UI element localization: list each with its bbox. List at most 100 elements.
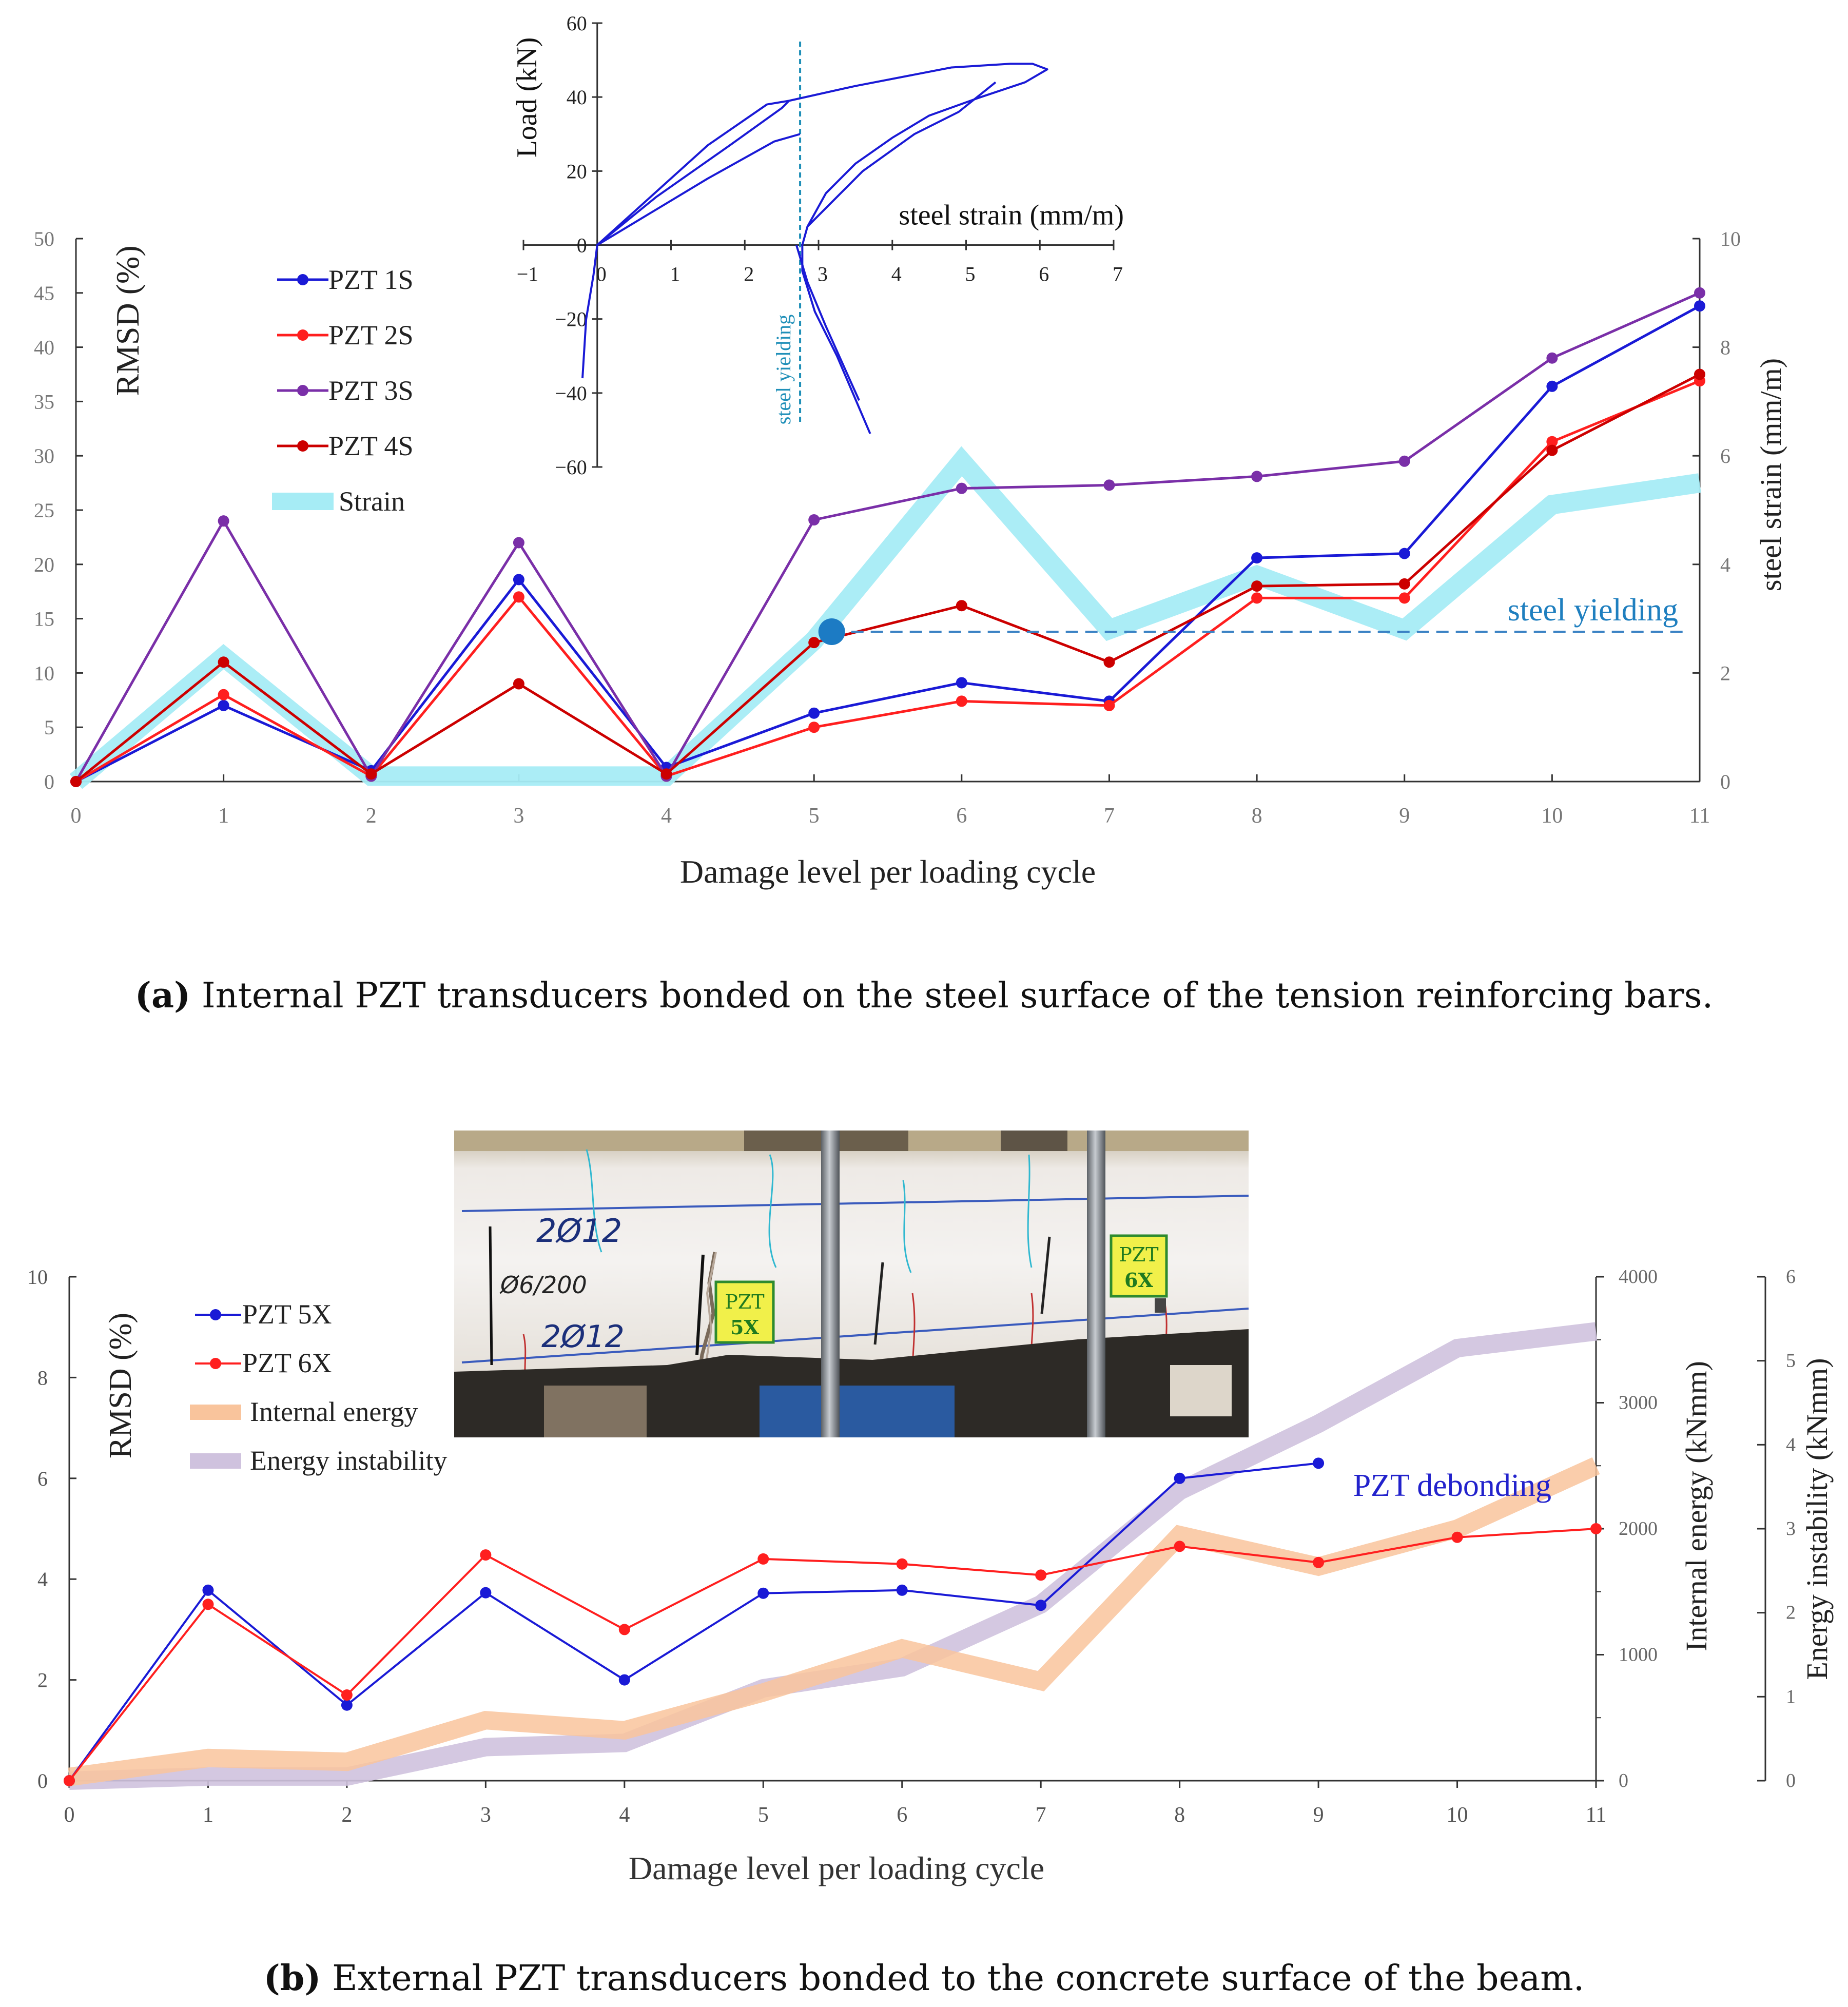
a-legend-marker-1 — [297, 329, 308, 341]
a-x-tick-label: 5 — [809, 804, 820, 828]
a-legend-label-3: PZT 4S — [328, 431, 414, 461]
a-series-point-2 — [956, 482, 967, 494]
inset-curve-3 — [795, 244, 860, 401]
inset-x-tick-label: 0 — [596, 263, 607, 286]
a-series-point-2 — [1546, 352, 1558, 364]
inset-y-tick-label: 20 — [567, 160, 587, 183]
b-legend-label-3: Energy instability — [250, 1445, 447, 1476]
a-y-tick-label: 10 — [34, 661, 54, 685]
a-y2-tick-label: 6 — [1720, 444, 1730, 467]
chart-b-axes: 0 2 4 6 8 10 0 1000 2000 3000 4000 0 1 2 3 4 5 6 0 1 2 3 4 5 6 7 8… — [27, 1265, 1834, 1886]
a-series-point-2 — [218, 515, 229, 527]
inset-yield-label: steel yielding — [772, 315, 795, 424]
a-series-point-3 — [1546, 444, 1558, 456]
b-y3-tick-label: 0 — [1786, 1770, 1796, 1791]
b-series-point-1 — [1590, 1523, 1602, 1534]
a-x-tick-label: 3 — [513, 804, 524, 828]
b-series-point-0 — [1313, 1457, 1325, 1469]
a-series-point-2 — [808, 514, 820, 526]
inset-x-tick-label: 5 — [965, 263, 976, 286]
a-x-axis-title: Damage level per loading cycle — [680, 853, 1096, 890]
b-x-tick-label: 3 — [480, 1803, 491, 1827]
photo-label-top-rebar: 2Ø12 — [536, 1212, 622, 1250]
b-y3-tick-label: 3 — [1786, 1518, 1796, 1540]
a-legend-marker-0 — [297, 274, 308, 285]
a-x-tick-label: 9 — [1399, 804, 1410, 828]
b-series-point-0 — [1174, 1472, 1185, 1484]
pzt-5x-tag-line1: PZT — [725, 1291, 764, 1313]
a-legend-label-0: PZT 1S — [328, 264, 414, 295]
a-series-point-3 — [1694, 368, 1705, 380]
b-series-point-0 — [618, 1674, 630, 1686]
a-series-point-0 — [956, 677, 967, 689]
b-y3-tick-label: 1 — [1786, 1686, 1796, 1707]
b-x-tick-label: 2 — [341, 1803, 352, 1827]
b-series-point-1 — [896, 1558, 908, 1570]
b-legend-label-0: PZT 5X — [242, 1299, 332, 1330]
a-series-point-1 — [218, 689, 229, 700]
inset-y-tick-label: 40 — [567, 86, 587, 109]
b-x-tick-label: 0 — [64, 1803, 75, 1827]
b-x-axis-title: Damage level per loading cycle — [629, 1850, 1044, 1886]
b-legend-label-1: PZT 6X — [242, 1348, 332, 1378]
inset-x-tick-label: 3 — [818, 263, 828, 286]
a-y-tick-label: 40 — [34, 336, 54, 359]
chart-b-annotation: PZT debonding — [1353, 1468, 1551, 1503]
a-series-point-3 — [1398, 578, 1410, 590]
b-y-tick-label: 8 — [37, 1366, 48, 1389]
b-x-tick-label: 10 — [1447, 1803, 1468, 1827]
inset-y-tick-label: −60 — [555, 456, 587, 479]
inset-x-tick-label: 2 — [744, 263, 754, 286]
caption-b-text: External PZT transducers bonded to the c… — [321, 1958, 1585, 1999]
b-series-point-1 — [618, 1624, 630, 1635]
a-x-tick-label: 4 — [661, 804, 672, 828]
b-series-point-1 — [1035, 1569, 1047, 1581]
b-legend-marker-1 — [210, 1358, 221, 1369]
b-series-point-0 — [341, 1699, 353, 1711]
b-series-point-0 — [480, 1587, 492, 1599]
a-series-point-3 — [1251, 580, 1263, 592]
caption-a-label: (a) — [134, 975, 191, 1016]
b-series-point-1 — [757, 1553, 769, 1565]
a-legend-label-1: PZT 2S — [328, 320, 414, 350]
a-y-tick-label: 45 — [34, 282, 54, 305]
a-series-point-1 — [1103, 699, 1115, 711]
caption-a-text: Internal PZT transducers bonded on the s… — [190, 976, 1714, 1016]
b-y2-tick-label: 4000 — [1619, 1266, 1658, 1288]
a-y-axis-title: RMSD (%) — [109, 245, 146, 396]
a-series-point-0 — [808, 707, 820, 719]
b-y2-axis-title: Internal energy (kNmm) — [1680, 1361, 1713, 1651]
b-x-tick-label: 11 — [1586, 1803, 1606, 1827]
a-series-point-2 — [513, 537, 524, 549]
b-y-tick-label: 6 — [37, 1467, 48, 1490]
a-series-point-3 — [956, 600, 967, 612]
b-series-internal-energy — [68, 1457, 1600, 1786]
a-series-point-3 — [70, 776, 82, 787]
a-x-tick-label: 11 — [1689, 804, 1710, 828]
a-legend-marker-2 — [297, 385, 308, 396]
a-series-point-2 — [1398, 455, 1410, 467]
a-series-point-2 — [1251, 471, 1263, 482]
b-x-tick-label: 6 — [897, 1803, 907, 1827]
b-series-point-0 — [757, 1587, 769, 1599]
b-y-tick-label: 4 — [37, 1568, 48, 1591]
a-y-tick-label: 35 — [34, 390, 54, 413]
pzt-5x-tag: PZT 5X — [714, 1280, 775, 1344]
b-series-point-1 — [202, 1599, 214, 1610]
a-series-line-0 — [75, 304, 1701, 783]
b-y2-tick-label: 2000 — [1619, 1518, 1658, 1540]
b-y-tick-label: 0 — [37, 1769, 48, 1792]
b-x-tick-label: 8 — [1174, 1803, 1185, 1827]
a-x-tick-label: 10 — [1541, 804, 1563, 828]
photo-label-stirrups: Ø6/200 — [499, 1271, 587, 1299]
a-legend-marker-3 — [297, 440, 308, 452]
b-y3-axis-title: Energy instability (kNmm) — [1800, 1358, 1834, 1680]
b-x-tick-label: 5 — [758, 1803, 769, 1827]
inset-x-tick-label: 1 — [670, 263, 680, 286]
inset-curve-4 — [807, 81, 997, 227]
a-series-line-1 — [75, 379, 1700, 783]
b-y-axis-title: RMSD (%) — [103, 1313, 138, 1458]
a-y2-axis-title: steel strain (mm/m) — [1754, 358, 1787, 591]
